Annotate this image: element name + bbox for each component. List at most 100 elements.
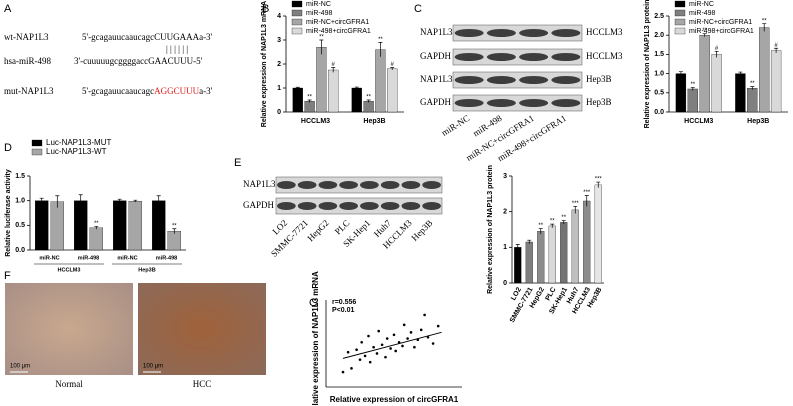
x-tick-label: miR-NC (39, 255, 59, 261)
bar (34, 200, 49, 251)
seq-part: a-3' (199, 86, 212, 96)
point (413, 345, 416, 349)
panel-letter: C (414, 3, 422, 15)
legend-label: miR-498+circGFRA1 (306, 28, 371, 35)
error-bar (307, 99, 312, 103)
seq-part: 5'-gcagauucaaucagc (82, 86, 154, 96)
y-axis-label: Relative expression of NAP1L3 protein (487, 165, 494, 294)
blot-cell-label: HCCLM3 (586, 51, 623, 61)
y-axis-label: Relative expression of NAP1L3 mRNA (311, 271, 320, 406)
y-tick-label: 1.5 (15, 173, 25, 180)
blot-band (519, 53, 549, 61)
legend-swatch (291, 0, 303, 8)
point (402, 323, 406, 327)
point (423, 313, 426, 317)
bar (304, 101, 315, 113)
significance: ** (561, 215, 566, 221)
blot-strip (452, 94, 583, 112)
legend-label: Luc-NAP1L3-WT (46, 147, 107, 156)
significance: ** (750, 81, 755, 87)
bar (73, 200, 88, 251)
point (346, 350, 350, 354)
legend-label: miR-NC+circGFRA1 (689, 19, 752, 26)
bar (747, 88, 758, 113)
x-tick-label: Hep3B (363, 118, 385, 125)
blot-row-label: NAP1L3 (420, 27, 453, 37)
y-tick-label: 2 (277, 61, 281, 68)
blot-band (380, 181, 400, 189)
error-bar (596, 181, 601, 188)
bar (316, 47, 327, 113)
point (436, 324, 440, 328)
stat-annotation: P<0.01 (332, 307, 354, 314)
point (394, 349, 398, 353)
blot-band (401, 202, 421, 210)
significance: *** (595, 177, 603, 183)
scale-label: 100 μm (143, 364, 163, 370)
y-tick-label: 1.5 (654, 51, 664, 58)
significance: ** (690, 82, 695, 88)
error-bar (156, 195, 161, 206)
bar (112, 200, 127, 251)
point (368, 360, 372, 364)
x-axis-label: Relative expression of circGFRA1 (330, 395, 459, 404)
panel-letter: E (234, 157, 241, 169)
error-bar (678, 71, 683, 76)
point (401, 344, 404, 348)
significance: ** (307, 95, 312, 101)
legend-swatch (674, 18, 686, 26)
panel-letter: F (4, 270, 11, 282)
legend-label: miR-NC (306, 1, 331, 8)
point (409, 331, 413, 334)
blot-band (551, 29, 581, 37)
error-bar (527, 239, 532, 244)
blot-band (486, 53, 516, 61)
blot-band (486, 76, 516, 84)
y-tick-label: 2.0 (654, 32, 664, 39)
stat-annotation: r=0.556 (332, 299, 356, 306)
legend-swatch (31, 148, 43, 156)
panel-letter: D (4, 142, 12, 154)
point (341, 370, 345, 374)
blot-band (318, 181, 338, 189)
point (385, 337, 389, 340)
error-bar (172, 228, 177, 234)
point (406, 337, 409, 340)
error-bar (714, 50, 719, 58)
blot-strip (275, 176, 443, 194)
legend-label: miR-498 (306, 10, 333, 17)
bar (328, 69, 339, 113)
legend-swatch (674, 9, 686, 17)
point (431, 342, 435, 345)
blot-band (519, 29, 549, 37)
y-tick-label: 3 (277, 37, 281, 44)
sequence: 3'-cuuuuugcggggaccGAACUUU-5' (74, 56, 203, 66)
blot-band (454, 53, 484, 61)
point (384, 355, 387, 359)
error-bar (538, 228, 543, 235)
image-caption: HCC (193, 379, 212, 389)
trendline (342, 331, 442, 359)
blot-band (486, 99, 516, 107)
bar (770, 50, 782, 113)
legend-label: miR-498+circGFRA1 (689, 28, 754, 35)
blot-band (422, 181, 441, 189)
blot-band (277, 202, 296, 210)
error-bar (319, 39, 324, 55)
blot-band (551, 53, 581, 61)
blot-band (454, 29, 484, 37)
blot-band (297, 181, 317, 189)
bar (548, 225, 556, 284)
bar (50, 201, 65, 251)
significance: ** (378, 37, 383, 43)
legend-swatch (31, 139, 43, 147)
y-tick-label: 0.5 (654, 90, 664, 97)
blot-band (519, 76, 549, 84)
error-bar (573, 205, 578, 214)
point (375, 352, 379, 355)
blot-band (422, 202, 441, 210)
point (389, 347, 392, 350)
ihc-image-normal (5, 283, 133, 375)
y-tick-label: 2 (503, 209, 507, 216)
legend-label: miR-NC (689, 1, 714, 8)
